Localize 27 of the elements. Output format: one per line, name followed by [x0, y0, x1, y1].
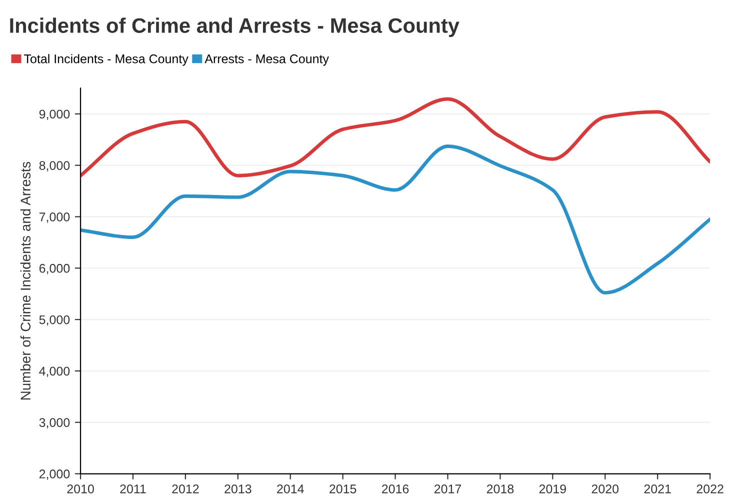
x-tick-label: 2012 — [172, 484, 199, 494]
x-tick-label: 2018 — [486, 484, 514, 494]
line-series — [80, 144, 710, 295]
y-tick-label: 4,000 — [39, 366, 70, 378]
y-tick-label: 2,000 — [39, 470, 70, 480]
y-tick-label: 9,000 — [39, 110, 70, 120]
x-tick-label: 2020 — [592, 484, 619, 494]
x-tick-label: 2022 — [696, 484, 724, 494]
y-tick-label: 3,000 — [39, 418, 70, 428]
legend-label: Total Incidents - Mesa County — [24, 54, 188, 66]
y-axis-title: Number of Crime Incidents and Arrests — [20, 162, 31, 400]
y-tick-label: 7,000 — [39, 212, 70, 223]
chart-title: Incidents of Crime and Arrests - Mesa County — [10, 18, 460, 38]
y-tick-label: 6,000 — [39, 264, 70, 274]
x-tick-label: 2011 — [120, 484, 146, 494]
x-tick-label: 2010 — [67, 484, 94, 494]
y-tick-label: 8,000 — [39, 161, 70, 172]
y-tick-label: 5,000 — [39, 315, 70, 326]
x-tick-label: 2014 — [277, 484, 304, 494]
x-tick-label: 2015 — [330, 484, 356, 494]
x-tick-label: 2016 — [382, 484, 409, 494]
x-tick-label: 2013 — [224, 484, 252, 494]
line-series — [80, 97, 710, 178]
x-tick-label: 2021 — [644, 484, 671, 494]
legend-label: Arrests - Mesa County — [204, 54, 329, 66]
x-tick-label: 2019 — [539, 484, 566, 494]
x-tick-label: 2017 — [434, 484, 462, 494]
